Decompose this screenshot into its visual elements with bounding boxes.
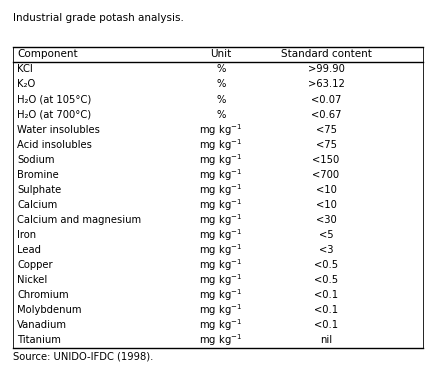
Text: mg kg$^{-1}$: mg kg$^{-1}$: [199, 182, 242, 198]
Text: %: %: [216, 94, 226, 105]
Text: Acid insolubles: Acid insolubles: [17, 139, 92, 150]
Text: mg kg$^{-1}$: mg kg$^{-1}$: [199, 227, 242, 243]
Text: <0.1: <0.1: [314, 290, 338, 300]
Text: <75: <75: [316, 124, 336, 135]
Text: Industrial grade potash analysis.: Industrial grade potash analysis.: [13, 13, 184, 23]
Text: <3: <3: [319, 245, 333, 255]
Text: %: %: [216, 79, 226, 89]
Text: Vanadium: Vanadium: [17, 320, 67, 330]
Text: <150: <150: [312, 155, 340, 165]
Text: <0.67: <0.67: [311, 109, 341, 120]
Text: mg kg$^{-1}$: mg kg$^{-1}$: [199, 287, 242, 303]
Text: mg kg$^{-1}$: mg kg$^{-1}$: [199, 317, 242, 333]
Text: Iron: Iron: [17, 230, 36, 240]
Text: Copper: Copper: [17, 260, 53, 270]
Text: Source: UNIDO-IFDC (1998).: Source: UNIDO-IFDC (1998).: [13, 352, 153, 362]
Text: mg kg$^{-1}$: mg kg$^{-1}$: [199, 242, 242, 258]
Text: K₂O: K₂O: [17, 79, 36, 89]
Text: mg kg$^{-1}$: mg kg$^{-1}$: [199, 122, 242, 138]
Text: H₂O (at 700°C): H₂O (at 700°C): [17, 109, 91, 120]
Text: <75: <75: [316, 139, 336, 150]
Text: %: %: [216, 109, 226, 120]
Text: Water insolubles: Water insolubles: [17, 124, 100, 135]
Text: <0.5: <0.5: [314, 260, 338, 270]
Text: Unit: Unit: [210, 50, 232, 59]
Text: >63.12: >63.12: [308, 79, 344, 89]
Text: Nickel: Nickel: [17, 275, 48, 285]
Text: >99.90: >99.90: [308, 64, 344, 74]
Text: <30: <30: [316, 215, 336, 225]
Text: <0.5: <0.5: [314, 275, 338, 285]
Text: Sulphate: Sulphate: [17, 185, 61, 195]
Text: mg kg$^{-1}$: mg kg$^{-1}$: [199, 167, 242, 183]
Text: <0.07: <0.07: [311, 94, 341, 105]
Text: mg kg$^{-1}$: mg kg$^{-1}$: [199, 302, 242, 318]
Text: KCl: KCl: [17, 64, 33, 74]
Text: mg kg$^{-1}$: mg kg$^{-1}$: [199, 212, 242, 228]
Text: mg kg$^{-1}$: mg kg$^{-1}$: [199, 272, 242, 288]
Text: Component: Component: [17, 50, 78, 59]
Text: Standard content: Standard content: [281, 50, 372, 59]
Text: mg kg$^{-1}$: mg kg$^{-1}$: [199, 197, 242, 213]
Text: <700: <700: [312, 170, 340, 180]
Text: Bromine: Bromine: [17, 170, 59, 180]
Text: Chromium: Chromium: [17, 290, 69, 300]
Text: Calcium and magnesium: Calcium and magnesium: [17, 215, 141, 225]
Text: Molybdenum: Molybdenum: [17, 305, 82, 315]
Text: <0.1: <0.1: [314, 305, 338, 315]
Text: Titanium: Titanium: [17, 335, 61, 345]
Text: mg kg$^{-1}$: mg kg$^{-1}$: [199, 332, 242, 348]
Text: <0.1: <0.1: [314, 320, 338, 330]
Text: <10: <10: [316, 185, 336, 195]
Text: mg kg$^{-1}$: mg kg$^{-1}$: [199, 152, 242, 168]
Text: Lead: Lead: [17, 245, 41, 255]
Text: mg kg$^{-1}$: mg kg$^{-1}$: [199, 257, 242, 273]
Text: nil: nil: [320, 335, 332, 345]
Text: Calcium: Calcium: [17, 200, 57, 210]
Text: <5: <5: [319, 230, 333, 240]
Text: H₂O (at 105°C): H₂O (at 105°C): [17, 94, 91, 105]
Text: <10: <10: [316, 200, 336, 210]
Text: Sodium: Sodium: [17, 155, 54, 165]
Text: mg kg$^{-1}$: mg kg$^{-1}$: [199, 137, 242, 153]
Text: %: %: [216, 64, 226, 74]
